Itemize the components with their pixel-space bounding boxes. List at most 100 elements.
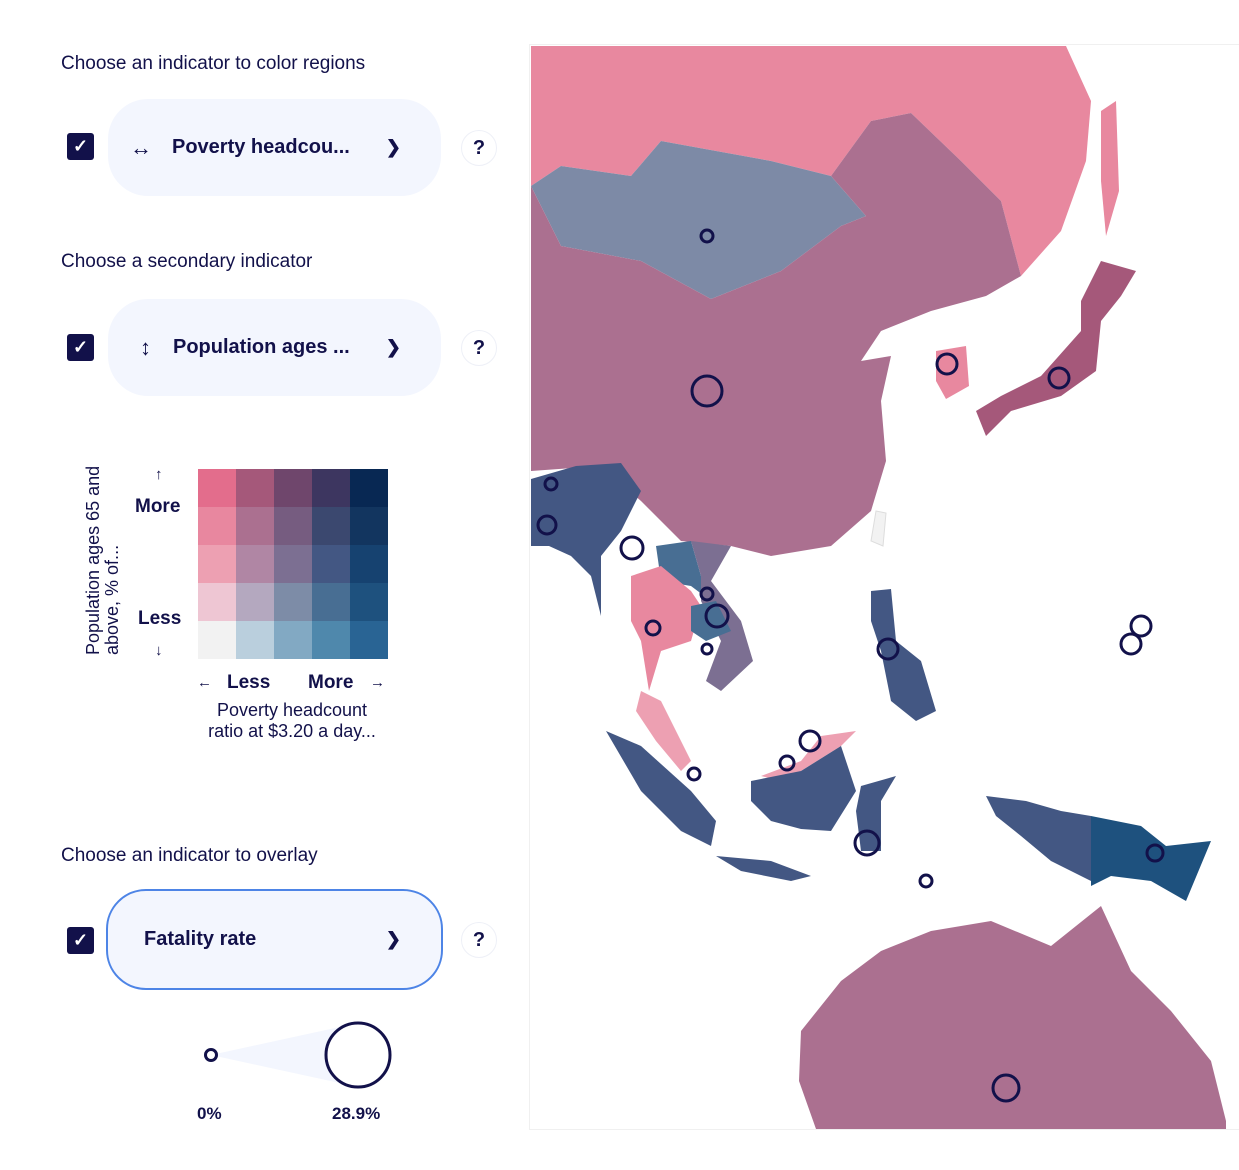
size-legend [204,1021,392,1089]
vertical-arrows-icon: ↕ [140,334,151,360]
fatality-rate-circle[interactable] [853,829,881,857]
overlay-select-value: Fatality rate [144,928,257,950]
legend-cell [274,545,312,583]
legend-cell [312,469,350,507]
legend-cell [274,507,312,545]
legend-cell [350,507,388,545]
region-mongolia [531,141,866,299]
fatality-rate-circle[interactable] [1119,632,1143,656]
fatality-rate-circle[interactable] [699,228,715,244]
overlay-help-button[interactable]: ? [461,922,497,958]
region-taiwan [870,510,887,547]
secondary-heading: Choose a secondary indicator [61,251,313,272]
legend-cell [236,583,274,621]
secondary-checkbox[interactable]: ✓ [67,334,94,361]
legend-cell [312,507,350,545]
legend-cell [312,621,350,659]
fatality-rate-circle[interactable] [619,535,645,561]
fatality-rate-circle[interactable] [991,1073,1021,1103]
region-sumatra [606,731,716,846]
secondary-indicator-select[interactable]: ↕ Population ages ... ❯ [108,299,441,396]
legend-x-title: Poverty headcount ratio at $3.20 a day..… [208,700,376,741]
region-sakhalin [1101,101,1119,236]
secondary-help-button[interactable]: ? [461,330,497,366]
region-cambodia [691,601,731,641]
fatality-rate-circle[interactable] [918,873,934,889]
fatality-rate-circle[interactable] [1145,843,1165,863]
legend-y-title: Population ages 65 and above, % of... [83,465,122,655]
legend-cell [274,583,312,621]
legend-cell [236,469,274,507]
fatality-rate-circle[interactable] [644,619,662,637]
fatality-rate-circle[interactable] [700,642,714,656]
legend-cell [312,583,350,621]
fatality-rate-circle[interactable] [543,476,559,492]
chevron-down-icon: ❯ [385,929,401,949]
size-max-label: 28.9% [332,1104,381,1123]
legend-cell [350,583,388,621]
chevron-down-icon: ❯ [385,137,401,157]
overlay-indicator-select[interactable]: Fatality rate ❯ [106,889,443,990]
primary-indicator-select[interactable]: ↔ Poverty headcou... ❯ [108,99,441,196]
chevron-down-icon: ❯ [385,337,401,357]
legend-y-more: More [135,496,181,517]
fatality-rate-circle[interactable] [1047,366,1071,390]
legend-cell [236,507,274,545]
secondary-select-value: Population ages ... [173,336,350,358]
region-myanmar [531,463,641,616]
legend-x-less: Less [227,672,271,693]
legend-cell [274,469,312,507]
region-laos [656,541,711,601]
fatality-rate-circle[interactable] [876,637,900,661]
region-philippines [871,589,936,721]
fatality-rate-circle[interactable] [778,754,796,772]
fatality-rate-circle[interactable] [935,352,959,376]
legend-cell [198,469,236,507]
horizontal-arrows-icon: ↔ [130,134,152,160]
region-new-guinea-west [986,796,1091,881]
region-borneo-indonesia [751,746,856,831]
region-java [716,856,811,881]
legend-cell [312,545,350,583]
fatality-rate-circle[interactable] [798,729,822,753]
primary-heading: Choose an indicator to color regions [61,53,366,74]
fatality-rate-circle[interactable] [690,374,724,408]
legend-cell [274,621,312,659]
region-thailand [631,566,701,691]
legend-cell [350,545,388,583]
primary-checkbox[interactable]: ✓ [67,133,94,160]
region-japan [976,261,1136,436]
legend-y-less: Less [138,608,182,629]
legend-cell [198,583,236,621]
fatality-rate-circle[interactable] [704,603,730,629]
legend-cell [236,621,274,659]
size-min-label: 0% [197,1104,222,1123]
legend-cell [198,621,236,659]
fatality-rate-circle[interactable] [536,514,558,536]
region-sulawesi [856,776,896,851]
legend-color-grid [198,469,388,659]
legend-cell [198,545,236,583]
overlay-checkbox[interactable]: ✓ [67,927,94,954]
region-malay-peninsula [636,691,691,771]
legend-cell [350,469,388,507]
fatality-rate-circle[interactable] [699,586,715,602]
region-china [531,113,1021,556]
region-russia [531,46,1091,276]
size-legend-min-circle [204,1048,218,1062]
left-arrow-icon: ← [197,674,212,691]
legend-cell [350,621,388,659]
down-arrow-icon: ↓ [155,642,163,659]
primary-select-value: Poverty headcou... [172,136,350,158]
fatality-rate-circle[interactable] [686,766,702,782]
legend-cell [236,545,274,583]
overlay-heading: Choose an indicator to overlay [61,845,318,866]
fatality-rate-circle[interactable] [1129,614,1153,638]
primary-help-button[interactable]: ? [461,130,497,166]
up-arrow-icon: ↑ [155,466,163,483]
right-arrow-icon: → [370,674,385,691]
region-australia [799,906,1226,1129]
map[interactable] [529,44,1239,1130]
legend-x-more: More [308,672,354,693]
legend-cell [198,507,236,545]
